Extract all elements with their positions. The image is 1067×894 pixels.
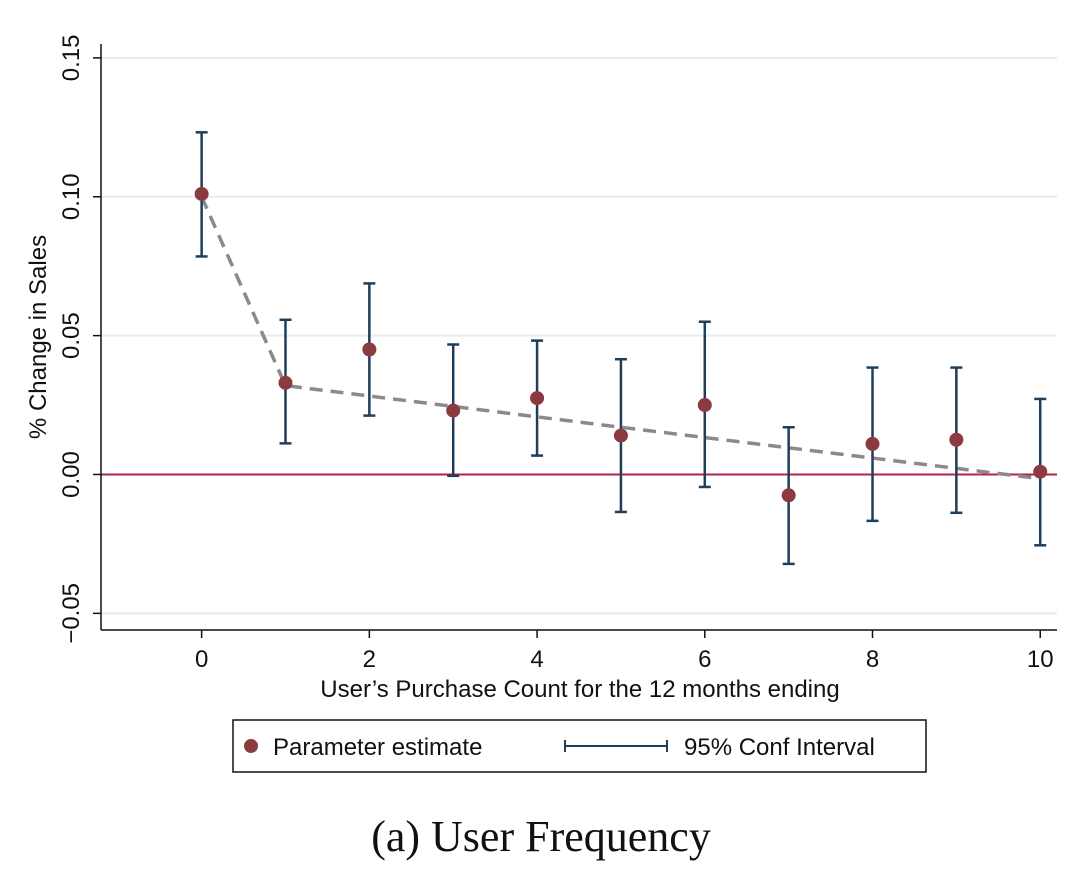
x-tick-label: 8: [866, 646, 879, 673]
parameter-estimate-point: [446, 403, 461, 418]
y-tick-label: 0.05: [58, 312, 85, 359]
y-axis-title: % Change in Sales: [25, 235, 52, 439]
parameter-estimate-point: [278, 375, 293, 390]
y-tick-label: 0.00: [58, 451, 85, 498]
y-tick-label: 0.10: [58, 173, 85, 220]
legend-estimate-label: Parameter estimate: [273, 734, 482, 761]
parameter-estimate-point: [362, 342, 377, 357]
x-tick-label: 4: [530, 646, 543, 673]
parameter-estimate-point: [613, 428, 628, 443]
parameter-estimate-point: [194, 186, 209, 201]
x-tick-label: 10: [1027, 646, 1054, 673]
legend-ci-label: 95% Conf Interval: [684, 734, 875, 761]
y-tick-label: 0.15: [58, 35, 85, 82]
parameter-estimate-point: [530, 391, 545, 406]
x-tick-label: 0: [195, 646, 208, 673]
axes: [100, 44, 1057, 631]
y-ticks: −0.05 0.00 0.05 0.10 0.15: [58, 35, 101, 644]
parameter-estimates: [194, 186, 1048, 503]
legend-estimate-marker: [244, 739, 258, 753]
parameter-estimate-point: [697, 398, 712, 413]
y-tick-label: −0.05: [58, 583, 85, 644]
parameter-estimate-point: [1033, 464, 1048, 479]
x-tick-label: 2: [363, 646, 376, 673]
legend-ci-marker: [564, 740, 668, 752]
parameter-estimate-point: [781, 488, 796, 503]
x-ticks: 0 2 4 6 8 10: [195, 630, 1054, 673]
legend: Parameter estimate 95% Conf Interval: [232, 719, 927, 773]
x-tick-label: 6: [698, 646, 711, 673]
x-axis-title: User’s Purchase Count for the 12 months …: [320, 676, 839, 703]
figure-caption: (a) User Frequency: [371, 812, 711, 861]
parameter-estimate-point: [949, 432, 964, 447]
parameter-estimate-point: [865, 436, 880, 451]
gridlines: [101, 56, 1057, 615]
